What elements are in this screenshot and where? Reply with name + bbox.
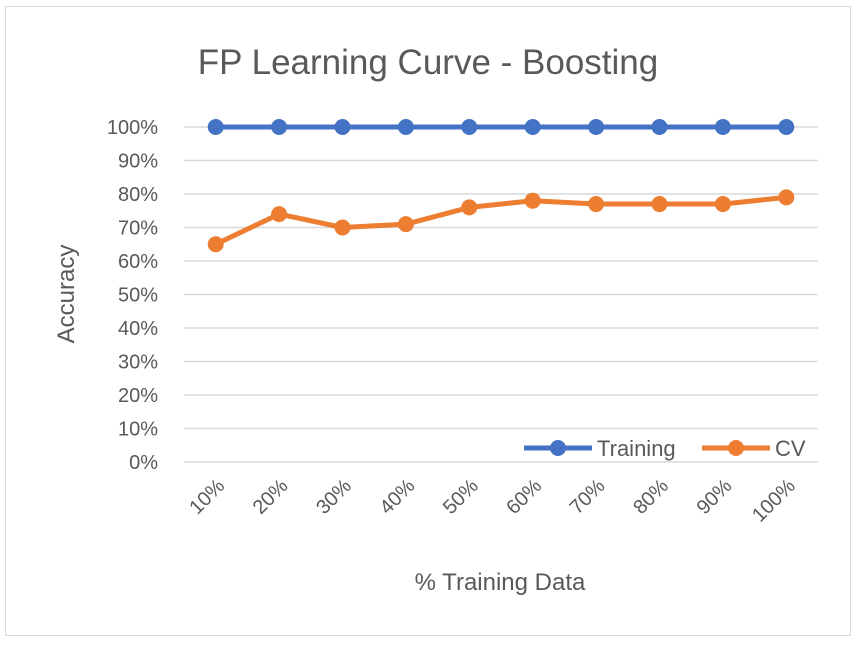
y-tick-label: 20% [118, 385, 158, 407]
y-axis-ticks: 0% 10% 20% 30% 40% 50% 60% 70% 80% 90% 100% [107, 117, 158, 474]
y-tick-label: 10% [118, 419, 158, 441]
y-tick-label: 70% [118, 218, 158, 240]
data-point-training [714, 119, 731, 135]
x-tick-label: 10% [185, 475, 229, 519]
data-point-cv [651, 196, 668, 213]
gridlines [184, 126, 818, 463]
data-point-cv [334, 219, 351, 236]
data-point-training [588, 119, 605, 135]
x-tick-label: 80% [629, 475, 673, 519]
data-point-training [271, 119, 288, 135]
series-group [207, 119, 795, 253]
x-axis-title: % Training Data [415, 569, 586, 596]
y-tick-label: 0% [129, 452, 158, 474]
x-tick-label: 70% [566, 475, 610, 519]
y-tick-label: 90% [118, 151, 158, 173]
x-tick-label: 90% [693, 475, 737, 519]
x-tick-label: 30% [312, 475, 356, 519]
y-tick-label: 60% [118, 251, 158, 273]
y-tick-label: 30% [118, 352, 158, 374]
x-tick-label: 40% [376, 475, 420, 519]
legend-label-cv: CV [775, 436, 806, 461]
data-point-training [334, 119, 351, 135]
data-point-cv [778, 189, 795, 206]
data-point-training [207, 119, 224, 135]
y-tick-label: 100% [107, 117, 158, 139]
data-point-cv [397, 216, 414, 233]
legend-marker-cv [728, 440, 744, 456]
data-point-cv [461, 199, 478, 216]
x-tick-label: 20% [249, 475, 293, 519]
chart-frame [5, 6, 851, 636]
data-point-cv [271, 206, 288, 223]
data-point-cv [588, 196, 605, 213]
legend-marker-training [550, 440, 566, 456]
x-tick-label: 100% [748, 475, 800, 527]
data-point-training [461, 119, 478, 135]
data-point-cv [714, 196, 731, 213]
data-point-training [651, 119, 668, 135]
data-point-cv [524, 192, 541, 209]
y-axis-title: Accuracy [53, 245, 80, 344]
legend: Training CV [524, 436, 806, 461]
series-line-cv [213, 194, 789, 247]
y-tick-label: 40% [118, 318, 158, 340]
y-tick-label: 50% [118, 285, 158, 307]
y-tick-label: 80% [118, 184, 158, 206]
data-point-training [524, 119, 541, 135]
chart-title: FP Learning Curve - Boosting [198, 43, 658, 82]
data-point-training [778, 119, 795, 135]
x-tick-label: 50% [439, 475, 483, 519]
legend-label-training: Training [597, 436, 676, 461]
x-axis-ticks: 10% 20% 30% 40% 50% 60% 70% 80% 90% 100% [185, 475, 800, 527]
data-point-cv [207, 236, 224, 253]
x-tick-label: 60% [502, 475, 546, 519]
data-point-training [397, 119, 414, 135]
